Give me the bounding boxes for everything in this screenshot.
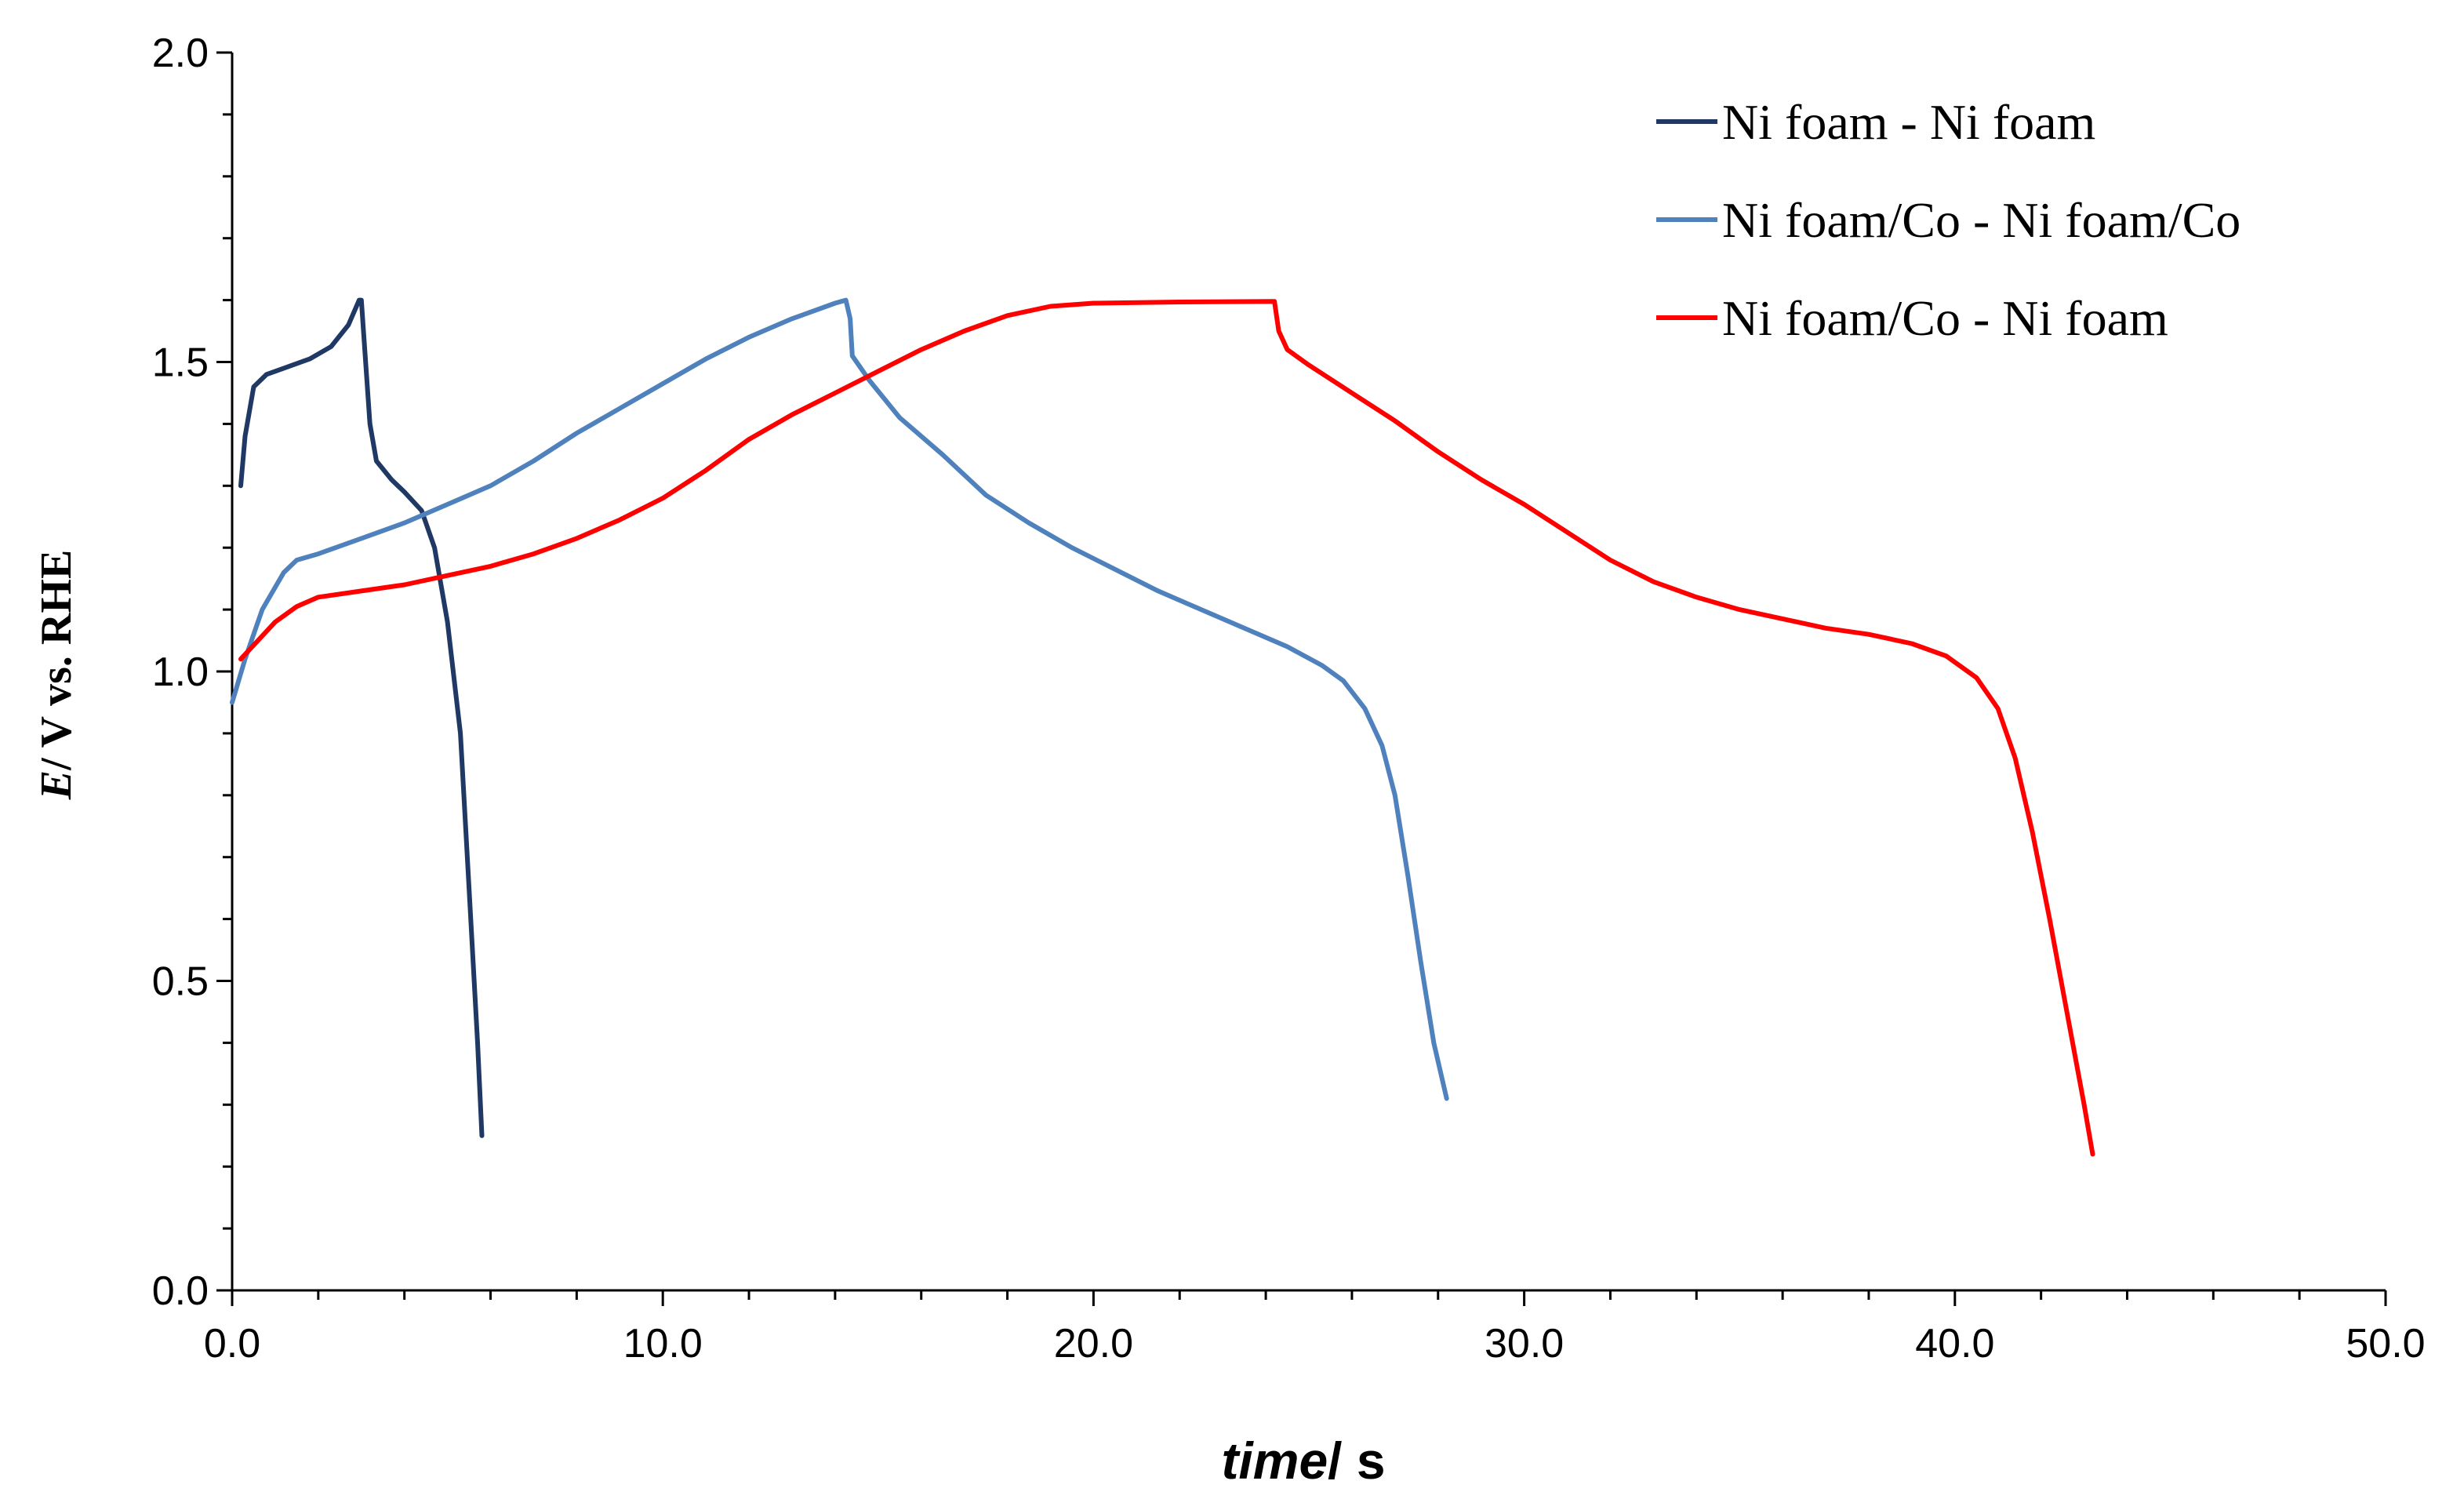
legend-label-2: Ni foam/Co - Ni foam/Co: [1722, 192, 2240, 248]
y-tick-label: 1.0: [152, 649, 209, 695]
x-tick-label: 10.0: [623, 1321, 703, 1366]
ticks: [216, 51, 2387, 1306]
x-tick-label: 50.0: [2346, 1321, 2425, 1366]
y-tick-label: 1.5: [152, 340, 209, 386]
series-line-2: [230, 297, 1449, 1101]
y-tick-label: 0.0: [152, 1268, 209, 1314]
x-axis-title: time/ s: [1221, 1432, 1385, 1490]
legend-label-3: Ni foam/Co - Ni foam: [1722, 290, 2168, 346]
legend-label-1: Ni foam - Ni foam: [1722, 94, 2095, 150]
tick-labels: 0.0 10.0 20.0 30.0 40.0 50.0 0.0 0.5 1.0 1.5 2.0: [152, 31, 2426, 1366]
x-tick-label: 0.0: [204, 1321, 260, 1366]
series-line-3: [238, 299, 2095, 1157]
y-tick-label: 2.0: [152, 31, 209, 76]
x-tick-label: 40.0: [1915, 1321, 1994, 1366]
x-tick-label: 30.0: [1485, 1321, 1564, 1366]
y-axis-title: E/ V vs. RHE: [32, 550, 81, 800]
legend: Ni foam - Ni foam Ni foam/Co - Ni foam/Co…: [1656, 94, 2240, 346]
series-line-1: [238, 297, 485, 1138]
y-tick-label: 0.5: [152, 959, 209, 1005]
x-tick-label: 20.0: [1054, 1321, 1133, 1366]
series-lines: [230, 297, 2095, 1157]
